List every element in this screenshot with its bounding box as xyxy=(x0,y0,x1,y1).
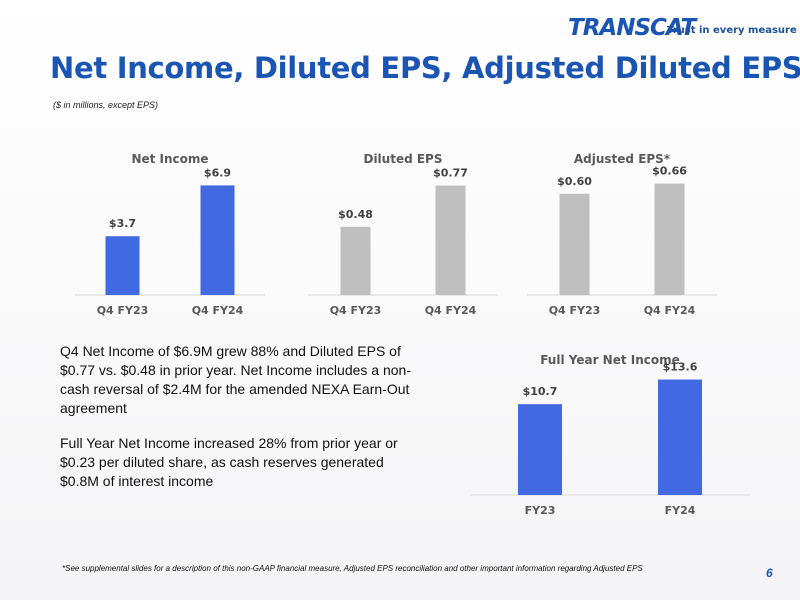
commentary-paragraph-2: Full Year Net Income increased 28% from … xyxy=(60,435,398,489)
x-tick-label: Q4 FY24 xyxy=(192,304,244,317)
commentary-paragraph-1: Q4 Net Income of $6.9M grew 88% and Dilu… xyxy=(60,343,411,416)
data-label: $3.7 xyxy=(109,217,136,230)
x-tick-label: FY24 xyxy=(665,504,696,517)
bar-q4-fy23 xyxy=(340,226,371,295)
x-tick-label: Q4 FY24 xyxy=(644,304,696,317)
chart-title: Diluted EPS xyxy=(363,152,442,166)
bar-q4-fy24 xyxy=(435,185,466,295)
footnote: *See supplemental slides for a descripti… xyxy=(62,564,643,573)
data-label: $0.60 xyxy=(557,175,592,188)
x-tick-label: FY23 xyxy=(525,504,556,517)
bar-q4-fy24 xyxy=(200,185,235,295)
logo-tagline: Trust in every measure xyxy=(667,25,797,36)
x-tick-label: Q4 FY24 xyxy=(425,304,477,317)
transcat-logo: TRANSCAT Trust in every measure xyxy=(568,14,797,44)
slide-subtitle: ($ in millions, except EPS) xyxy=(53,100,159,110)
bar-q4-fy23 xyxy=(559,193,590,295)
chart-title: Full Year Net Income xyxy=(540,353,680,367)
x-tick-label: Q4 FY23 xyxy=(330,304,382,317)
data-label: $0.77 xyxy=(433,167,468,180)
page-number: 6 xyxy=(766,566,773,580)
bar-fy24 xyxy=(658,379,702,495)
data-label: $13.6 xyxy=(663,361,698,374)
chart-title: Adjusted EPS* xyxy=(574,152,671,166)
chart-title: Net Income xyxy=(131,152,208,166)
data-label: $0.66 xyxy=(652,165,687,178)
bar-q4-fy24 xyxy=(654,183,685,295)
chart-full-year-net-income: Full Year Net Income $10.7 FY23 $13.6 FY24 xyxy=(470,353,750,517)
chart-diluted-eps: Diluted EPS $0.48 Q4 FY23 $0.77 Q4 FY24 xyxy=(308,152,498,317)
logo-wordmark: TRANSCAT xyxy=(568,15,696,41)
x-tick-label: Q4 FY23 xyxy=(549,304,601,317)
data-label: $0.48 xyxy=(338,208,373,221)
slide-title: Net Income, Diluted EPS, Adjusted Dilute… xyxy=(50,51,800,85)
bar-fy23 xyxy=(518,404,562,495)
data-label: $6.9 xyxy=(204,166,231,179)
x-tick-label: Q4 FY23 xyxy=(97,304,149,317)
chart-adjusted-eps: Adjusted EPS* $0.60 Q4 FY23 $0.66 Q4 FY24 xyxy=(527,152,717,317)
data-label: $10.7 xyxy=(523,385,558,398)
bar-q4-fy23 xyxy=(105,236,140,295)
chart-net-income: Net Income $3.7 Q4 FY23 $6.9 Q4 FY24 xyxy=(75,152,265,317)
